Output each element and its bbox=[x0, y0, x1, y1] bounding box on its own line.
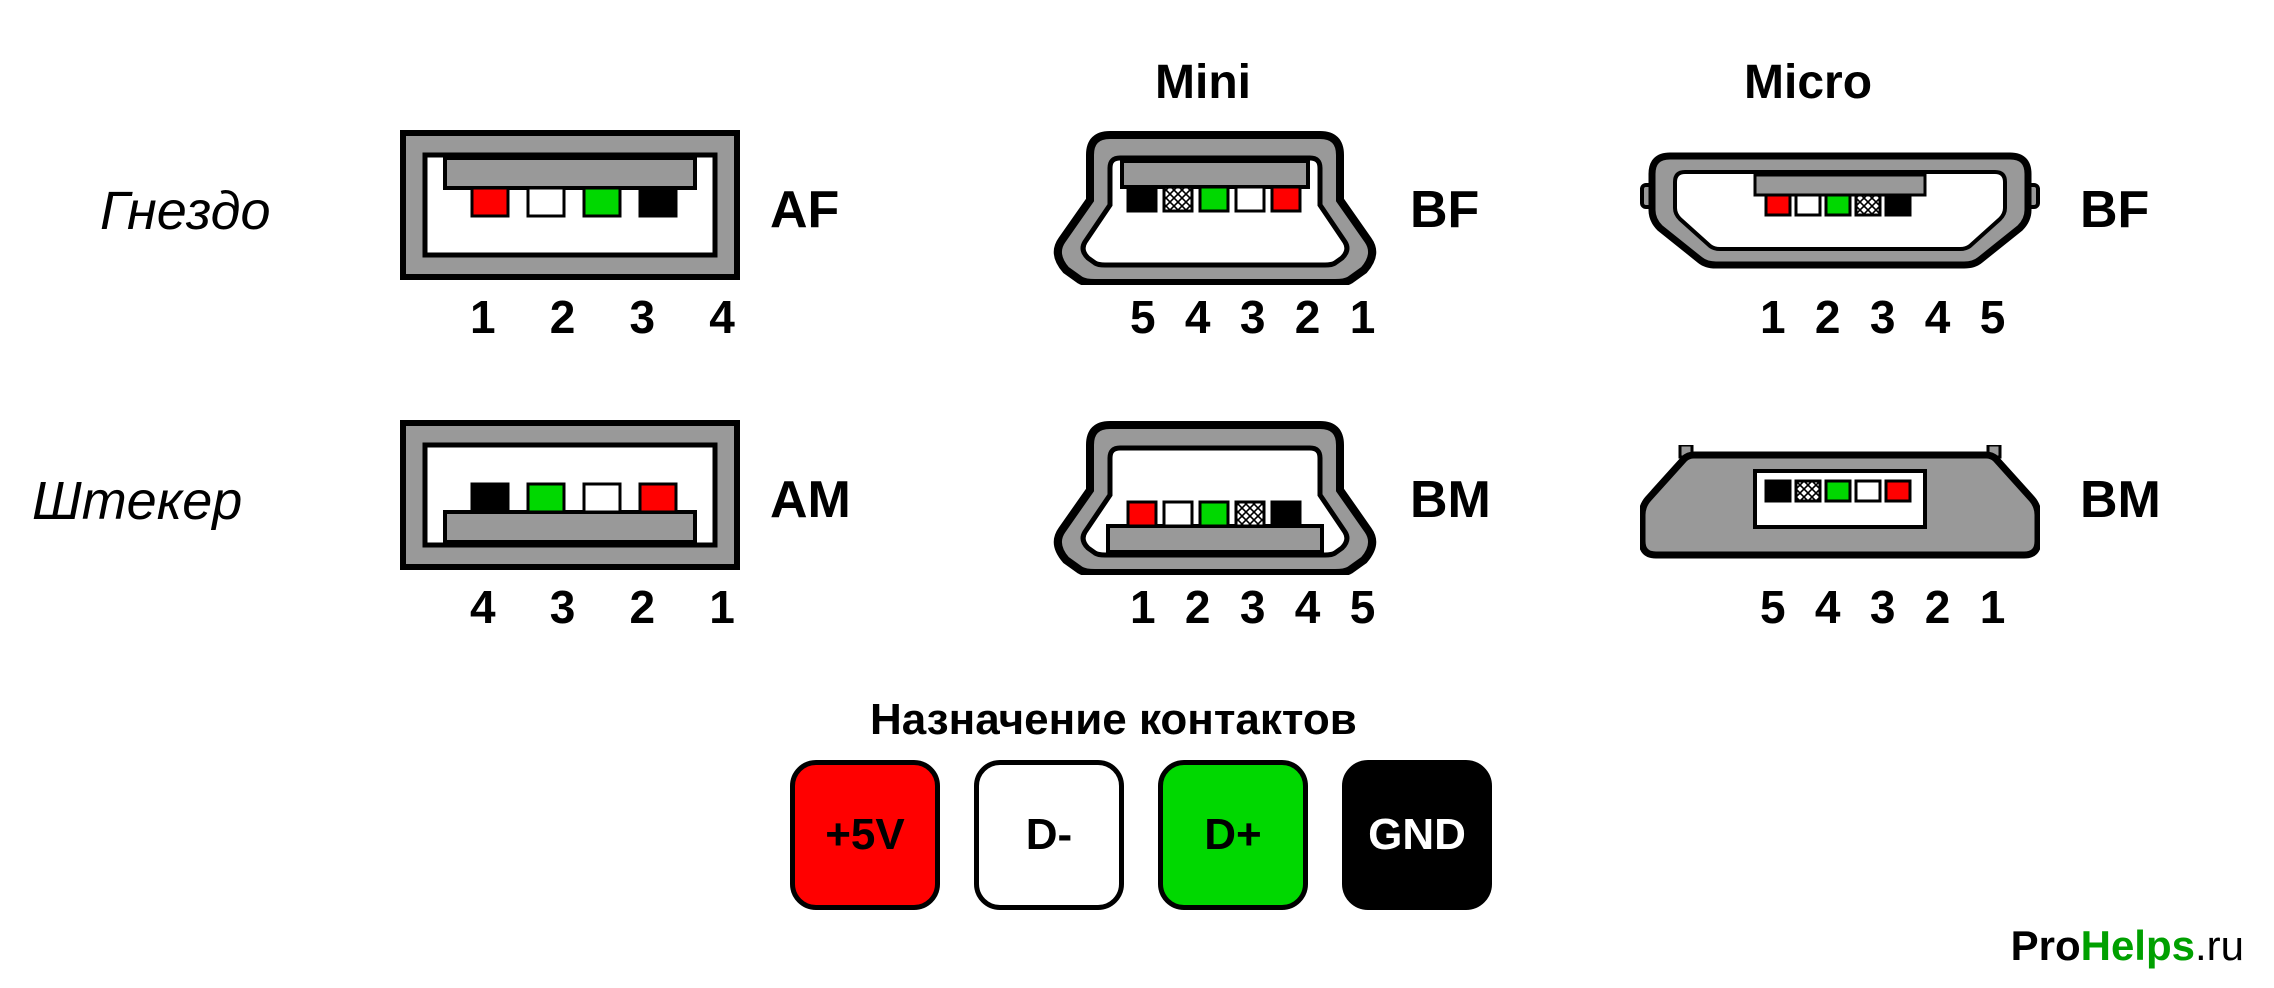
legend-box-dm: D- bbox=[974, 760, 1124, 910]
legend-box-gnd: GND bbox=[1342, 760, 1492, 910]
row-label-plug: Штекер bbox=[32, 470, 242, 532]
label-micro-bm: BM bbox=[2080, 470, 2161, 530]
col-header-mini: Mini bbox=[1155, 55, 1251, 110]
pins-micro-bm-numbers: 5 4 3 2 1 bbox=[1760, 580, 2014, 634]
connector-micro-bf bbox=[1640, 150, 2040, 270]
pin bbox=[1236, 502, 1264, 526]
label-mini-bm: BM bbox=[1410, 470, 1491, 530]
pin bbox=[584, 484, 620, 512]
pin bbox=[1766, 481, 1790, 501]
pin bbox=[1826, 195, 1850, 215]
label-micro-bf: BF bbox=[2080, 180, 2149, 240]
connector-mini-bf bbox=[1050, 130, 1380, 285]
pin bbox=[1826, 481, 1850, 501]
watermark-pro: Pro bbox=[2011, 922, 2081, 969]
legend-box-dp: D+ bbox=[1158, 760, 1308, 910]
pins-mini-bf-numbers: 5 4 3 2 1 bbox=[1130, 290, 1384, 344]
label-am: AM bbox=[770, 470, 851, 530]
watermark: ProHelps.ru bbox=[2011, 922, 2244, 970]
pin bbox=[1766, 195, 1790, 215]
pin bbox=[1128, 187, 1156, 211]
col-header-micro: Micro bbox=[1744, 55, 1872, 110]
legend-box-5v: +5V bbox=[790, 760, 940, 910]
pin bbox=[1164, 502, 1192, 526]
pins-micro-bf-numbers: 1 2 3 4 5 bbox=[1760, 290, 2014, 344]
watermark-ru: .ru bbox=[2195, 922, 2244, 969]
pin bbox=[1200, 502, 1228, 526]
pin bbox=[1164, 187, 1192, 211]
pin bbox=[1200, 187, 1228, 211]
label-af: AF bbox=[770, 180, 839, 240]
pin bbox=[528, 484, 564, 512]
legend-title: Назначение контактов bbox=[870, 695, 1357, 745]
pin bbox=[640, 484, 676, 512]
connector-micro-bm bbox=[1640, 445, 2040, 560]
pin bbox=[472, 484, 508, 512]
pin bbox=[528, 188, 564, 216]
pin bbox=[1796, 481, 1820, 501]
label-mini-bf: BF bbox=[1410, 180, 1479, 240]
pin bbox=[1856, 195, 1880, 215]
watermark-helps: Helps bbox=[2081, 922, 2195, 969]
pin bbox=[1886, 195, 1910, 215]
pins-am-numbers: 4 3 2 1 bbox=[470, 580, 756, 634]
pin bbox=[1128, 502, 1156, 526]
connector-am bbox=[400, 420, 740, 570]
pin bbox=[1236, 187, 1264, 211]
pin bbox=[584, 188, 620, 216]
pin bbox=[472, 188, 508, 216]
pin bbox=[640, 188, 676, 216]
pin bbox=[1272, 502, 1300, 526]
connector-af bbox=[400, 130, 740, 280]
legend-row: +5V D- D+ GND bbox=[790, 760, 1492, 910]
connector-mini-bm bbox=[1050, 420, 1380, 575]
pin bbox=[1272, 187, 1300, 211]
pins-mini-bm-numbers: 1 2 3 4 5 bbox=[1130, 580, 1384, 634]
row-label-socket: Гнездо bbox=[100, 180, 271, 242]
pin bbox=[1796, 195, 1820, 215]
pin bbox=[1886, 481, 1910, 501]
pin bbox=[1856, 481, 1880, 501]
pins-af-numbers: 1 2 3 4 bbox=[470, 290, 756, 344]
